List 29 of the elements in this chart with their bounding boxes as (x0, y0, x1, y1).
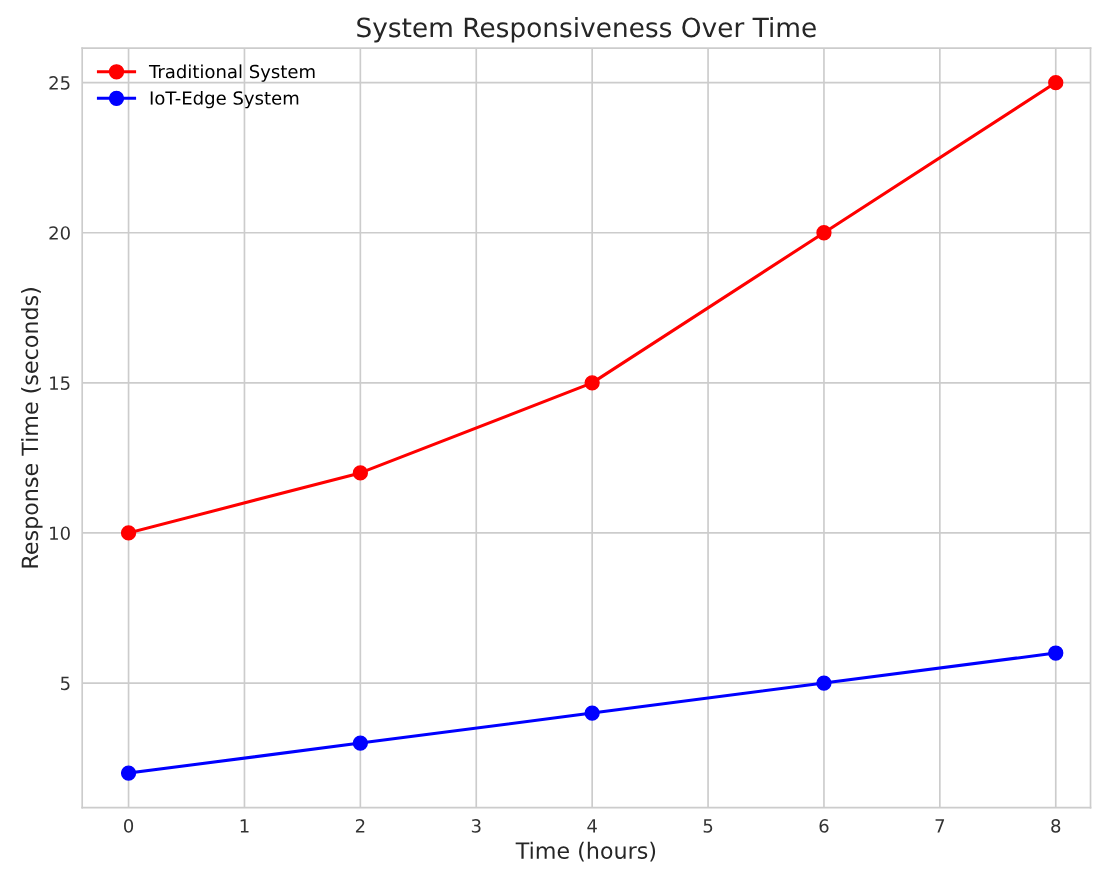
point (1048, 645, 1064, 661)
x-tick-label: 6 (819, 819, 829, 833)
x-tick-label: 2 (355, 819, 365, 833)
point (1048, 75, 1064, 91)
point (352, 735, 368, 751)
point (816, 225, 832, 241)
point (352, 465, 368, 481)
y-tick-label: 10 (50, 526, 70, 541)
x-tick-label: 7 (935, 819, 945, 833)
point (584, 375, 600, 391)
x-tick-label: 4 (587, 819, 597, 833)
point (120, 765, 137, 781)
y-tick-label: 25 (49, 76, 70, 90)
point (816, 675, 832, 691)
legend-label: IoT-Edge System (150, 90, 299, 109)
point (120, 525, 137, 541)
x-tick-label: 5 (703, 819, 713, 833)
y-tick-label: 5 (60, 676, 70, 691)
legend-label: Traditional System (148, 64, 315, 82)
x-tick-label: 8 (1051, 819, 1061, 833)
y-tick-label: 20 (49, 226, 70, 240)
x-tick-label: 1 (240, 819, 249, 833)
chart-title: System Responsiveness Over Time (357, 16, 816, 43)
x-axis-title: Time (hours) (515, 841, 656, 862)
point (584, 705, 600, 721)
x-tick-label: 0 (124, 819, 134, 833)
y-tick-label: 15 (50, 376, 70, 390)
y-axis-title: Response Time (seconds) (21, 288, 43, 568)
x-tick-label: 3 (471, 819, 481, 833)
